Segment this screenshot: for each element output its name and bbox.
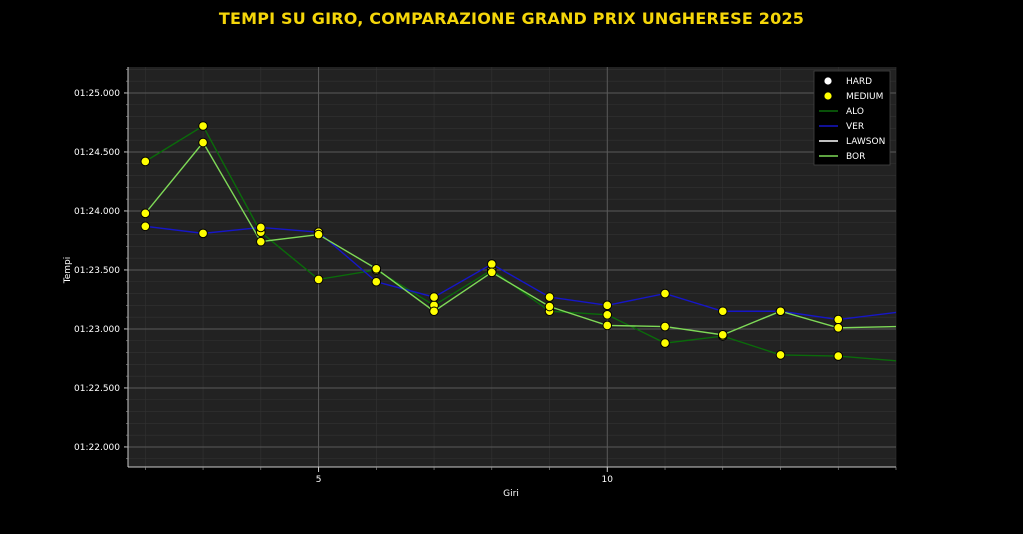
lap-marker-bor — [429, 306, 439, 317]
legend-label-ver: VER — [846, 122, 864, 132]
lap-marker-alo — [660, 338, 670, 348]
legend-label-hard: HARD — [846, 77, 872, 87]
lap-marker-ver — [833, 314, 844, 325]
legend-label-lawson: LAWSON — [846, 137, 885, 147]
lap-marker-bor — [602, 320, 613, 331]
chart-title: TEMPI SU GIRO, COMPARAZIONE GRAND PRIX U… — [218, 9, 805, 28]
y-tick-label: 01:22.500 — [74, 384, 120, 394]
lap-marker-ver — [717, 306, 728, 317]
plot-area — [128, 67, 896, 467]
grid-lines — [128, 67, 897, 467]
lap-marker-bor — [140, 208, 151, 219]
legend-label-bor: BOR — [846, 152, 865, 162]
lap-marker-bor — [198, 137, 208, 148]
lap-marker-ver — [602, 300, 613, 311]
lap-marker-bor — [313, 229, 324, 240]
lap-marker-bor — [486, 267, 497, 278]
lap-marker-ver — [371, 276, 382, 287]
series-line-ver — [145, 225, 897, 321]
lap-marker-alo — [775, 350, 786, 360]
x-tick-label: 5 — [316, 475, 322, 485]
lap-marker-alo — [140, 156, 151, 167]
legend-marker-medium — [823, 91, 833, 101]
lap-marker-ver — [429, 292, 439, 302]
y-tick-label: 01:23.000 — [74, 325, 120, 335]
lap-marker-alo — [602, 309, 613, 320]
y-tick-label: 01:22.000 — [74, 443, 120, 453]
series-lines — [144, 125, 897, 362]
lap-marker-bor — [371, 263, 382, 274]
lap-marker-alo — [833, 351, 844, 361]
y-tick-label: 01:24.000 — [74, 207, 120, 217]
plot-background — [128, 67, 896, 467]
lap-marker-ver — [198, 228, 208, 239]
y-tick-label: 01:24.500 — [74, 148, 120, 158]
lap-marker-ver — [486, 259, 497, 269]
axes: 01:22.000 01:22.500 01:23.000 01:23.500 01:2… — [74, 67, 897, 485]
lap-marker-ver — [660, 288, 670, 299]
lap-marker-bor — [775, 306, 786, 317]
legend-label-alo: ALO — [846, 107, 864, 117]
y-tick-label: 01:23.500 — [74, 266, 120, 276]
lap-marker-bor — [660, 321, 670, 332]
legend-label-medium: MEDIUM — [846, 92, 883, 102]
y-axis-label: Tempi — [63, 257, 73, 285]
series-line-bor — [144, 141, 897, 336]
lap-marker-ver — [544, 292, 555, 302]
lap-marker-bor — [544, 301, 555, 312]
legend-marker-hard — [823, 76, 833, 86]
legend-box — [813, 70, 891, 166]
lap-marker-bor — [717, 330, 728, 340]
x-axis-label: Giri — [503, 489, 519, 499]
x-tick-label: 10 — [602, 475, 614, 485]
lap-marker-ver — [140, 221, 151, 232]
lap-marker-bor — [256, 236, 266, 247]
lap-marker-ver — [256, 222, 266, 233]
lap-marker-bor — [833, 322, 844, 333]
lap-marker-alo — [198, 121, 208, 131]
lap-marker-alo — [313, 274, 324, 285]
legend: HARD MEDIUM ALO VER LAWSON BOR — [813, 70, 891, 166]
y-tick-label: 01:25.000 — [74, 89, 120, 99]
lap-markers — [140, 121, 844, 361]
